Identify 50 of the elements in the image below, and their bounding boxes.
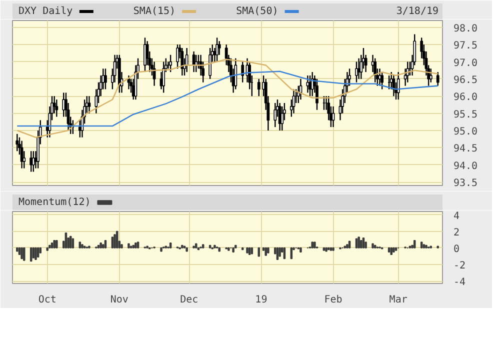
candlestick bbox=[162, 61, 166, 94]
candlestick bbox=[30, 150, 33, 172]
y-tick-label: 98.0 bbox=[454, 23, 478, 34]
candlestick bbox=[355, 61, 358, 83]
candlestick bbox=[392, 74, 396, 97]
legend-label: SMA(15) bbox=[133, 6, 176, 17]
candlestick bbox=[396, 71, 400, 100]
legend-label: SMA(50) bbox=[236, 6, 278, 17]
candlestick bbox=[62, 92, 66, 118]
candlestick bbox=[257, 78, 260, 97]
y-tick-label: 97.0 bbox=[454, 58, 478, 69]
y-tick-label: 95.0 bbox=[454, 126, 478, 138]
y-tick-label: -4 bbox=[454, 277, 466, 288]
y-tick-label: 94.5 bbox=[454, 144, 478, 155]
y-tick-label: 4 bbox=[454, 210, 460, 222]
candlestick bbox=[169, 54, 172, 73]
candlestick bbox=[104, 68, 107, 90]
candlestick bbox=[216, 37, 218, 62]
candlestick bbox=[185, 47, 188, 73]
y-tick-label: 93.5 bbox=[454, 178, 478, 190]
candlestick bbox=[32, 150, 35, 172]
candlestick bbox=[436, 71, 440, 86]
candlestick bbox=[429, 68, 432, 83]
legend-label: DXY Daily bbox=[18, 6, 73, 17]
legend-label: Momentum(12) bbox=[18, 197, 91, 208]
y-tick-label: -2 bbox=[454, 260, 466, 272]
x-tick-label: Dec bbox=[180, 294, 198, 306]
y-tick-label: 2 bbox=[454, 227, 460, 238]
y-tick-label: 94.0 bbox=[454, 160, 478, 172]
x-tick-label: Feb bbox=[324, 294, 342, 306]
candlestick bbox=[88, 96, 91, 114]
candlestick bbox=[380, 71, 384, 90]
x-tick-label: Mar bbox=[389, 294, 408, 306]
candlestick bbox=[406, 61, 410, 83]
candlestick bbox=[280, 106, 284, 132]
y-tick-label: 96.0 bbox=[454, 92, 478, 104]
x-tick-label: Nov bbox=[110, 294, 128, 306]
y-tick-label: 0 bbox=[454, 244, 460, 255]
x-tick-label: 19 bbox=[255, 294, 268, 306]
x-tick-label: Oct bbox=[38, 294, 56, 306]
candlestick bbox=[374, 58, 377, 83]
candlestick bbox=[241, 61, 244, 83]
candlestick bbox=[16, 133, 19, 152]
candlestick bbox=[274, 102, 277, 128]
y-tick-label: 96.5 bbox=[454, 74, 478, 86]
y-tick-label: 95.5 bbox=[454, 109, 478, 120]
text: 3/18/19 bbox=[396, 6, 439, 17]
y-tick-label: 97.5 bbox=[454, 40, 478, 52]
candlestick bbox=[292, 88, 296, 114]
candlestick bbox=[208, 47, 212, 80]
